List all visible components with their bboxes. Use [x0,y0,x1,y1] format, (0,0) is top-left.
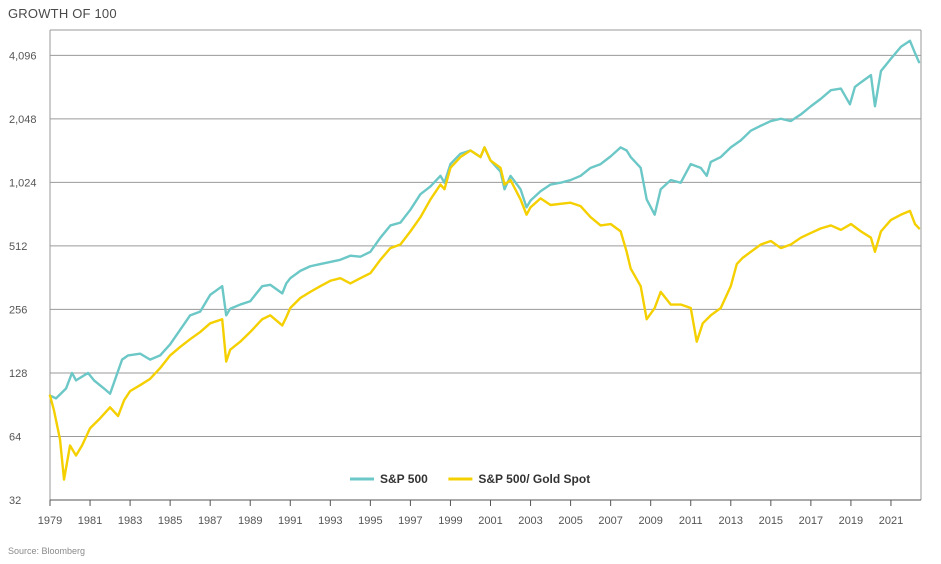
x-tick-label: 1997 [398,515,422,527]
y-tick-label: 4,096 [9,50,37,62]
series-line-0 [48,39,921,400]
x-tick-label: 1979 [38,515,62,527]
y-tick-label: 512 [9,241,27,253]
y-axis-ticks: 32 64 128 256 512 1,024 2,048 4,096 [9,50,37,507]
x-tick-label: 1985 [158,515,182,527]
y-tick-label: 32 [9,495,21,507]
x-tick-label: 2007 [598,515,622,527]
plot-frame [49,29,922,501]
x-tick-label: 2009 [638,515,662,527]
series-line-1 [48,146,921,481]
x-tick-label: 2011 [679,515,703,527]
x-tick-label: 1981 [78,515,102,527]
x-tick-label: 2005 [558,515,582,527]
legend: S&P 500 S&P 500/ Gold Spot [350,472,590,486]
x-tick-label: 1993 [318,515,342,527]
x-tick-label: 2017 [799,515,823,527]
x-axis-ticks: 1979 1981 1983 1985 1987 1989 1991 1993 1995 1997… [38,500,903,527]
y-tick-label: 256 [9,304,27,316]
x-tick-label: 1987 [198,515,222,527]
x-tick-label: 2021 [879,515,903,527]
legend-label-0: S&P 500 [380,472,428,486]
x-tick-label: 1991 [278,515,302,527]
x-tick-label: 1995 [358,515,382,527]
y-tick-label: 2,048 [9,114,37,126]
x-tick-label: 1983 [118,515,142,527]
x-tick-label: 2019 [839,515,863,527]
source-note: Source: Bloomberg [8,546,86,556]
x-tick-label: 2013 [719,515,743,527]
x-tick-label: 1989 [238,515,262,527]
chart-title: GROWTH OF 100 [8,6,117,21]
x-tick-label: 1999 [438,515,462,527]
x-tick-label: 2001 [478,515,502,527]
x-tick-label: 2015 [759,515,783,527]
y-tick-label: 64 [9,431,21,443]
y-tick-label: 128 [9,368,27,380]
y-tick-label: 1,024 [9,177,37,189]
series-lines [48,39,921,481]
x-tick-label: 2003 [518,515,542,527]
legend-label-1: S&P 500/ Gold Spot [478,472,590,486]
